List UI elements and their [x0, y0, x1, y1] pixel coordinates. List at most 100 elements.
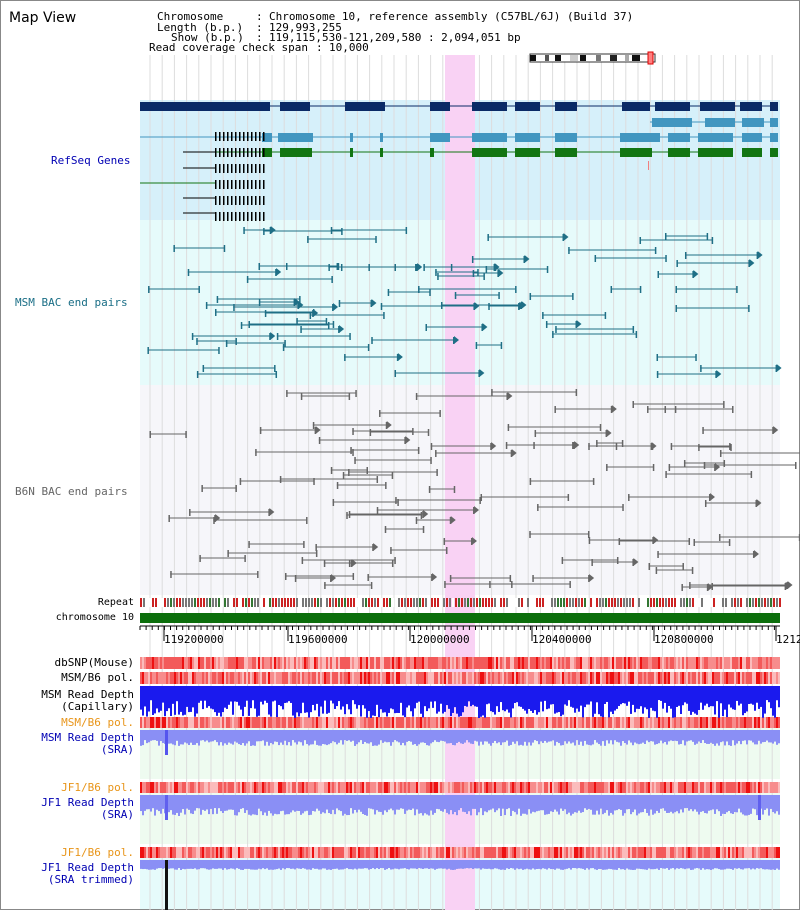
repeat-feature: [380, 598, 382, 607]
b6n-bac-pair-end: [350, 560, 353, 567]
msm-b6-pol-sra-strip: [582, 717, 584, 728]
msm-depth-capillary-bar: [650, 686, 652, 708]
b6n-bac-pair-end: [615, 443, 618, 450]
jf1-depth-sra-bar: [218, 795, 220, 809]
jf1-b6-pol-trimmed-strip: [638, 847, 640, 858]
jf1-b6-pol-strip: [302, 782, 304, 793]
dbsnp-strip: [334, 657, 336, 669]
msm-depth-sra-bar: [226, 730, 228, 745]
jf1-b6-pol-strip: [590, 782, 592, 793]
msm-b6-pol-sra-strip: [272, 717, 274, 728]
msm-b6-pol-sra-strip: [654, 717, 656, 728]
msm-b6-pol-sra-strip: [440, 717, 442, 728]
jf1-b6-pol-strip: [252, 782, 254, 793]
jf1-b6-pol-trimmed-strip: [348, 847, 350, 858]
jf1-depth-sra-bar: [646, 795, 648, 814]
refseq-track-label[interactable]: RefSeq Genes: [51, 154, 131, 167]
msm-b6-pol-sra-strip: [176, 717, 178, 728]
msm-depth-capillary-bar: [732, 686, 734, 710]
repeat-feature: [452, 598, 454, 607]
b6n-bac-pair-end: [652, 464, 655, 471]
msm-depth-sra-bar: [310, 730, 312, 745]
jf1-depth-trimmed-bar: [236, 860, 238, 869]
jf1-b6-pol-trimmed-strip: [332, 847, 334, 858]
jf1-depth-trimmed-bar: [690, 860, 692, 870]
jf1-depth-sra-bar: [532, 795, 534, 812]
jf1-depth-sra-bar: [314, 795, 316, 812]
repeat-feature: [212, 598, 214, 607]
msm-b6-pol-strip: [722, 672, 724, 684]
refseq-gene-exon: [259, 196, 261, 205]
msm-b6-pol-strip: [558, 672, 560, 684]
b6n-bac-track-label[interactable]: B6N BAC end pairs: [15, 485, 128, 498]
b6n-bac-pair-end: [430, 443, 433, 450]
dbsnp-strip: [516, 657, 518, 669]
jf1-depth-trimmed-bar: [296, 860, 298, 869]
repeat-feature: [401, 598, 403, 607]
jf1-depth-sra-bar: [568, 795, 570, 813]
msm-read-depth-capillary-label[interactable]: MSM Read Depth: [41, 688, 134, 701]
dbsnp-strip: [444, 657, 446, 669]
jf1-depth-trimmed-bar: [754, 860, 756, 870]
msm-b6-pol-sra-strip: [720, 717, 722, 728]
msm-b6-pol-strip: [506, 672, 508, 684]
jf1-b6-pol-trimmed-label[interactable]: JF1/B6 pol.: [61, 846, 134, 859]
b6n-bac-pair-end: [415, 517, 418, 524]
jf1-b6-pol-label[interactable]: JF1/B6 pol.: [61, 781, 134, 794]
msm-depth-sra-bar: [350, 730, 352, 742]
jf1-read-depth-sra-label[interactable]: JF1 Read Depth: [41, 796, 134, 809]
jf1-depth-trimmed-bar: [534, 860, 536, 870]
b6n-bac-pair-end: [312, 422, 315, 429]
jf1-depth-sra-bar: [406, 795, 408, 811]
msm-b6-pol-strip: [594, 672, 596, 684]
msm-b6-pol-strip: [250, 672, 252, 684]
jf1-depth-trimmed-bar: [246, 860, 248, 869]
jf1-depth-trimmed-bar: [696, 860, 698, 869]
msm-bac-pair-end: [270, 332, 276, 340]
jf1-depth-trimmed-bar: [698, 860, 700, 869]
jf1-b6-pol-trimmed-strip: [720, 847, 722, 858]
jf1-b6-pol-trimmed-strip: [542, 847, 544, 858]
dbsnp-strip: [440, 657, 442, 669]
msm-b6-pol-sra-strip: [358, 717, 360, 728]
msm-depth-capillary-bar: [554, 686, 556, 714]
msm-depth-capillary-bar: [350, 686, 352, 715]
msm-bac-pair-end: [297, 302, 299, 309]
jf1-b6-pol-trimmed-strip: [290, 847, 292, 858]
msm-b6-pol-label[interactable]: MSM/B6 pol.: [61, 671, 134, 684]
msm-b6-pol-sra-strip: [606, 717, 608, 728]
msm-depth-sra-bar: [382, 730, 384, 743]
refseq-gene-exon: [227, 148, 229, 157]
msm-b6-pol-strip: [720, 672, 722, 684]
jf1-b6-pol-trimmed-strip: [708, 847, 710, 858]
jf1-b6-pol-strip: [250, 782, 252, 793]
jf1-depth-trimmed-bar: [160, 860, 162, 869]
dbsnp-strip: [230, 657, 232, 669]
msm-depth-sra-bar: [686, 730, 688, 742]
msm-read-depth-sra-label[interactable]: MSM Read Depth: [41, 731, 134, 744]
msm-b6-pol-sra-label[interactable]: MSM/B6 pol.: [61, 716, 134, 729]
msm-bac-track-label[interactable]: MSM BAC end pairs: [15, 296, 128, 309]
jf1-b6-pol-strip: [512, 782, 514, 793]
dbsnp-track-label[interactable]: dbSNP(Mouse): [54, 656, 134, 669]
msm-b6-pol-sra-strip: [624, 717, 626, 728]
msm-depth-capillary-bar: [606, 686, 608, 702]
repeat-feature: [512, 598, 514, 607]
repeat-feature: [311, 598, 313, 607]
jf1-depth-sra-bar: [252, 795, 254, 815]
jf1-b6-pol-trimmed-strip: [556, 847, 558, 858]
jf1-depth-trimmed-bar: [620, 860, 622, 870]
jf1-b6-pol-trimmed-strip: [140, 847, 142, 858]
b6n-bac-pair-end: [693, 539, 695, 546]
msm-depth-capillary-bar: [144, 686, 146, 707]
jf1-depth-sra-bar: [318, 795, 320, 811]
b6n-bac-pair-end: [633, 558, 639, 566]
msm-b6-pol-strip: [608, 672, 610, 684]
dbsnp-strip: [630, 657, 632, 669]
jf1-b6-pol-strip: [172, 782, 174, 793]
msm-b6-pol-strip: [206, 672, 208, 684]
jf1-read-depth-trimmed-label[interactable]: JF1 Read Depth: [41, 861, 134, 874]
msm-b6-pol-strip: [490, 672, 492, 684]
